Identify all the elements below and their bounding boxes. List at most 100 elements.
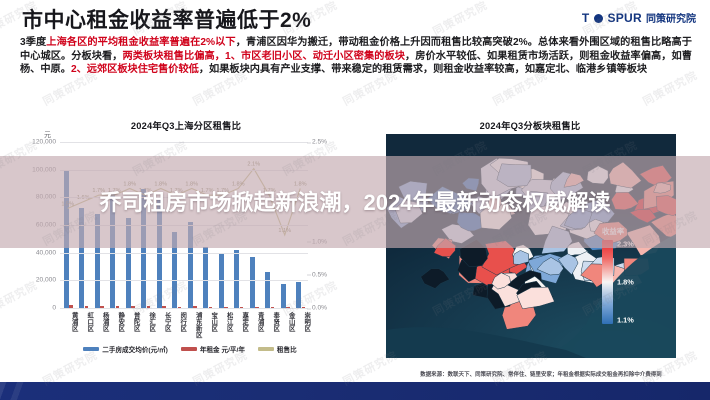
bar-price bbox=[296, 281, 302, 308]
legend-item-ratio: 租售比 bbox=[257, 344, 297, 354]
grid-line bbox=[60, 142, 308, 143]
x-axis-label: 金山区 bbox=[287, 312, 295, 332]
bar-rent bbox=[286, 306, 290, 308]
footer-bar bbox=[0, 382, 710, 400]
bar-rent bbox=[270, 306, 275, 308]
y-axis-tick: 40,000 bbox=[35, 249, 56, 257]
x-axis-label: 闵行区 bbox=[179, 312, 187, 332]
map-legend-tick-mid: 1.8% bbox=[617, 277, 634, 287]
x-axis-label: 静安区 bbox=[117, 312, 125, 332]
map-region bbox=[516, 286, 555, 310]
map-legend-scale: 2.3% 1.8% 1.1% bbox=[602, 240, 670, 325]
x-axis-label: 虹口区 bbox=[86, 312, 94, 332]
headline-overlay-band bbox=[0, 156, 710, 248]
legend-item-rent: 年租金 元/平/年 bbox=[180, 344, 245, 354]
bar-rent bbox=[301, 306, 306, 308]
bar-rent bbox=[239, 306, 244, 308]
bar-rent bbox=[177, 306, 182, 308]
bar-rent bbox=[208, 306, 213, 308]
legend-label-ratio: 租售比 bbox=[276, 347, 297, 354]
x-axis-label: 崇明区 bbox=[303, 312, 311, 332]
map-region bbox=[513, 250, 530, 265]
map-legend-gradient bbox=[602, 240, 613, 324]
x-axis-label: 普陀区 bbox=[132, 312, 140, 332]
bar-rent bbox=[115, 305, 120, 308]
bar-price bbox=[125, 218, 131, 308]
x-axis-label: 杨浦区 bbox=[101, 312, 109, 332]
x-axis-label: 宝山区 bbox=[210, 312, 218, 332]
bar-price bbox=[249, 256, 255, 308]
bar-rent bbox=[162, 305, 166, 308]
bar-rent bbox=[146, 305, 151, 308]
para-seg-7: ，如果板块内具有产业支撑、带来稳定的租赁需求，则租金收益率较高，如嘉定北、临港乡… bbox=[198, 64, 648, 76]
map-river-band bbox=[386, 134, 676, 162]
data-source-note: 数据来源：数联天下、同策研究院、常伴住、链里安家；年租金根据实际成交租金再扣除中… bbox=[420, 372, 662, 378]
brand-logo: T SPUR 同策研究院 bbox=[581, 10, 696, 26]
y2-axis-tick: 0.0% bbox=[306, 304, 328, 312]
para-seg-3: ，青浦区因华为搬迁，带动租金价格上升因而租售比较高突破2%。总体来看外围区域的租… bbox=[20, 37, 692, 62]
x-axis-label: 嘉定区 bbox=[241, 312, 249, 332]
bar-price bbox=[110, 191, 116, 308]
bar-price bbox=[141, 189, 147, 308]
right-chart-title: 2024年Q3分板块租售比 bbox=[479, 121, 581, 131]
bar-rent bbox=[224, 306, 228, 308]
block-ratio-map: 2024年Q3分板块租售比 收益率 2.3% 1.8% 1.1% bbox=[360, 108, 700, 390]
map-region bbox=[557, 253, 579, 276]
charts-area: 2024年Q3上海分区租售比 元 1.5%1.6%1.7%1.7%1.8%1.7… bbox=[0, 108, 710, 390]
x-axis-label: 松江区 bbox=[225, 312, 233, 332]
map-south-water bbox=[386, 327, 586, 358]
overlay-headline: 乔司租房市场掀起新浪潮，2024年最新动态权威解读 bbox=[99, 189, 611, 215]
bar-rent bbox=[255, 306, 259, 308]
legend-swatch-price bbox=[83, 347, 100, 351]
para-seg-6-highlight: 2、远郊区板块住宅售价较低 bbox=[70, 64, 199, 76]
map-region bbox=[491, 272, 511, 290]
x-axis-label: 奉贤区 bbox=[272, 312, 280, 332]
legend-label-rent: 年租金 元/平/年 bbox=[199, 347, 245, 354]
map-legend-ticks: 2.3% 1.8% 1.1% bbox=[617, 240, 669, 325]
page-title: 市中心租金收益率普遍低于2% bbox=[22, 9, 312, 32]
grid-line bbox=[60, 252, 308, 254]
bar-rent bbox=[131, 306, 135, 308]
logo-text-cn: 同策研究院 bbox=[646, 14, 696, 25]
bar-rent bbox=[100, 306, 104, 308]
x-axis-label: 徐汇区 bbox=[148, 312, 156, 332]
bar-price bbox=[203, 247, 209, 308]
bar-price bbox=[172, 231, 178, 308]
bar-rent bbox=[84, 306, 89, 308]
summary-paragraph: 3季度上海各区的平均租金收益率普遍在2%以下，青浦区因华为搬迁，带动租金价格上升… bbox=[20, 36, 692, 77]
logo-text-t: T bbox=[581, 10, 590, 25]
y-axis-tick: 20,000 bbox=[35, 276, 56, 284]
bar-rent bbox=[193, 306, 197, 308]
slide-header: 市中心租金收益率普遍低于2% T SPUR 同策研究院 bbox=[0, 0, 710, 36]
bar-price bbox=[94, 213, 100, 308]
para-seg-2-highlight: 上海各区的平均租金收益率普遍在2%以下 bbox=[46, 37, 236, 48]
globe-icon bbox=[593, 14, 603, 23]
grid-line bbox=[60, 280, 308, 282]
x-axis-labels: 黄浦区 虹口区 杨浦区 静安区 普陀区 徐汇区 长宁区 闵行区 浦东新区 宝山区 松江区 嘉定区 青浦区… bbox=[60, 312, 311, 364]
bar-price bbox=[234, 249, 240, 308]
grid-line bbox=[60, 308, 308, 309]
bar-price bbox=[156, 200, 162, 308]
legend-swatch-rent bbox=[180, 347, 197, 351]
left-chart-title: 2024年Q3上海分区租售比 bbox=[130, 121, 242, 131]
para-seg-1: 3季度 bbox=[20, 37, 47, 48]
map-legend-tick-low: 1.1% bbox=[617, 315, 634, 325]
y-axis-unit: 元 bbox=[44, 132, 51, 139]
bar-rent bbox=[69, 305, 73, 308]
map-region bbox=[536, 257, 564, 276]
bar-price bbox=[79, 208, 85, 308]
legend-item-price: 二手房成交均价(元/㎡) bbox=[83, 344, 168, 354]
x-axis-label: 长宁区 bbox=[163, 312, 171, 332]
y2-axis-tick: 2.5% bbox=[306, 138, 328, 146]
legend-label-price: 二手房成交均价(元/㎡) bbox=[102, 347, 168, 354]
para-seg-4-highlight: 两类板块租售比偏高，1、市区老旧小区、动迁小区密集的板块 bbox=[122, 50, 406, 62]
map-region bbox=[420, 268, 450, 289]
logo-text-spur: SPUR bbox=[607, 10, 642, 25]
x-axis-label: 青浦区 bbox=[256, 312, 264, 332]
left-chart-legend: 二手房成交均价(元/㎡) 年租金 元/平/年 租售比 bbox=[60, 344, 320, 354]
bar-price bbox=[265, 272, 271, 308]
y-axis-tick: 0 bbox=[52, 304, 56, 312]
bar-price bbox=[187, 222, 193, 308]
bar-price bbox=[280, 284, 286, 308]
